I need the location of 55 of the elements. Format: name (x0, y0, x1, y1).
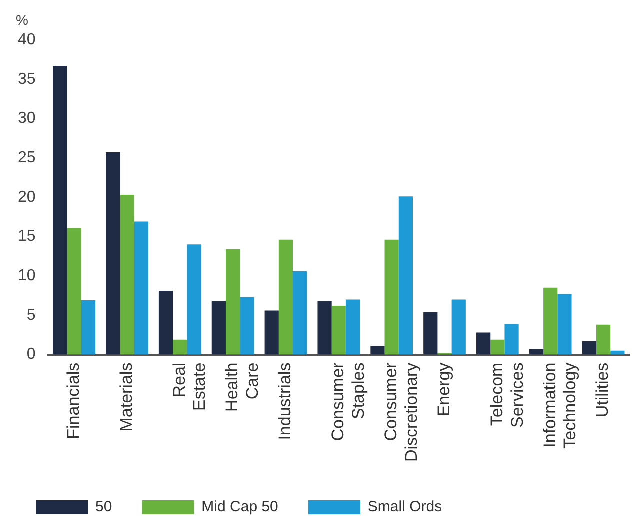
x-tick-label: Utilities (593, 362, 612, 418)
bar (278, 240, 294, 355)
bar (504, 324, 519, 355)
y-tick-label: 40 (18, 31, 36, 48)
bar (264, 310, 279, 355)
bar (212, 301, 226, 355)
x-tick-label: Consumer Staples (328, 362, 368, 442)
bar (158, 291, 174, 355)
bar (120, 195, 134, 355)
bar (67, 228, 82, 355)
bar (490, 340, 505, 355)
bar (226, 249, 240, 355)
y-tick-label: 25 (18, 149, 36, 166)
x-tick-label: Telecom Services (487, 362, 527, 428)
bar (187, 244, 202, 355)
bar (318, 301, 332, 355)
bar (529, 349, 544, 355)
bar (398, 196, 413, 355)
y-tick-label: 0 (26, 346, 36, 364)
bar (370, 346, 385, 355)
legend-label: 50 (96, 498, 112, 516)
bar (332, 306, 346, 355)
x-tick-label: Financials (64, 362, 83, 440)
bar (544, 288, 558, 355)
bar (384, 240, 399, 355)
bar (240, 297, 254, 355)
legend-label: Small Ords (368, 498, 442, 516)
bar (293, 271, 308, 355)
bar (81, 300, 96, 355)
bar (596, 324, 611, 355)
x-tick-label: Information Technology (540, 362, 580, 449)
y-tick-label: 35 (18, 70, 36, 88)
x-tick-label: Real Estate (170, 362, 210, 412)
x-tick-label: Consumer Discretionary (382, 362, 421, 462)
bar (346, 300, 360, 355)
y-tick-label: 20 (18, 188, 36, 206)
bar (424, 312, 438, 355)
x-tick-label: Materials (116, 362, 136, 432)
bar (134, 222, 148, 355)
y-tick-label: 5 (26, 306, 36, 324)
bar (452, 300, 466, 355)
legend-label: Mid Cap 50 (202, 498, 278, 516)
bar (173, 340, 188, 355)
bar (558, 294, 572, 355)
bar (106, 152, 120, 355)
y-tick-label: 30 (18, 110, 36, 128)
y-tick-label: 10 (18, 268, 36, 285)
y-axis-title: % (16, 12, 28, 28)
x-tick-label: Industrials (276, 362, 295, 440)
x-tick-label: Health Care (222, 362, 262, 412)
x-tick-label: Energy (434, 362, 454, 417)
y-tick-label: 15 (18, 228, 36, 246)
bar (476, 332, 491, 355)
bar (53, 66, 68, 355)
bar (582, 341, 596, 355)
